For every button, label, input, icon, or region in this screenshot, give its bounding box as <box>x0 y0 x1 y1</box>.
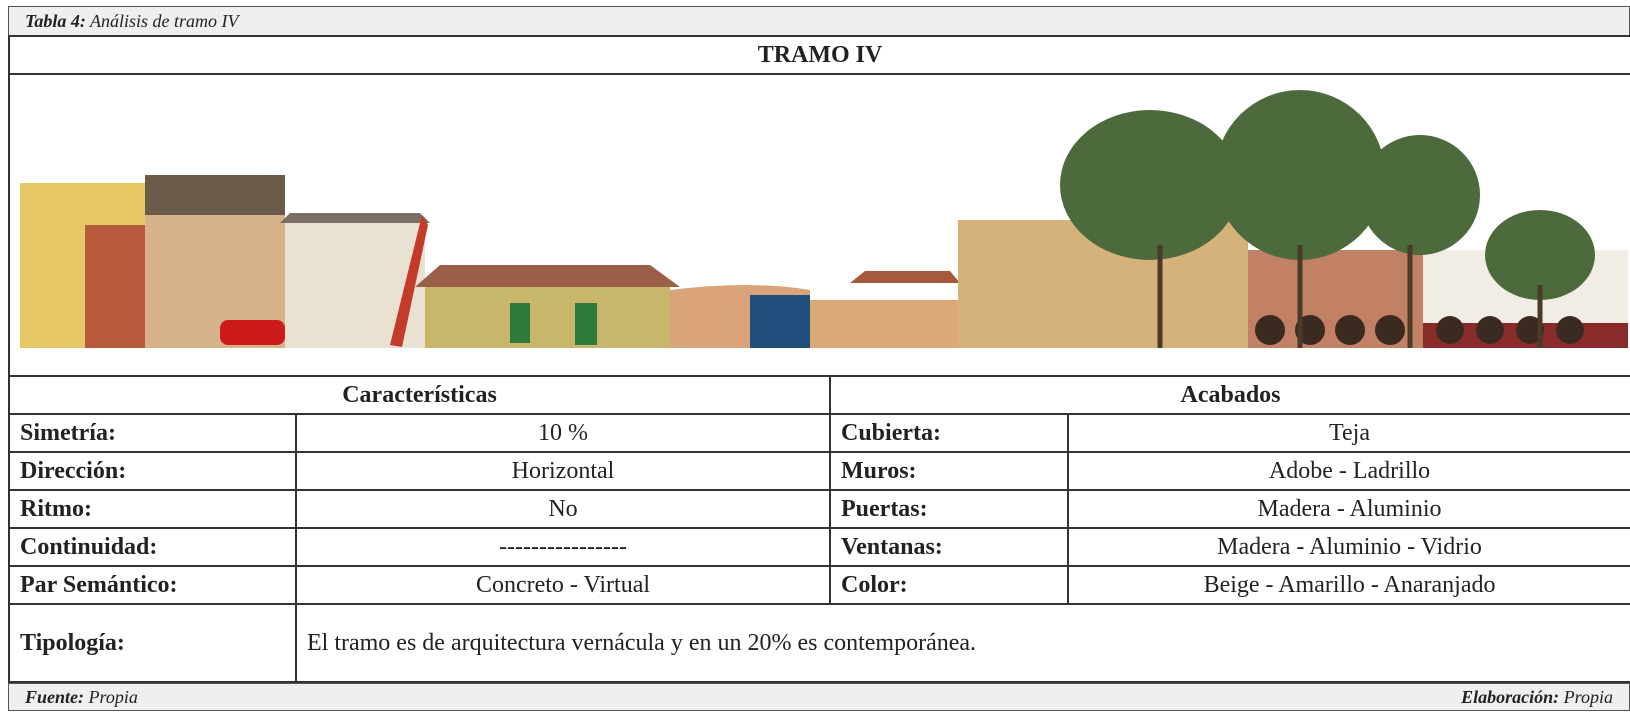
analysis-table: TRAMO IV <box>7 35 1630 683</box>
author-value: Propia <box>1563 687 1613 707</box>
label: Muros: <box>829 451 1069 491</box>
header: Acabados <box>828 375 1630 415</box>
caption-label: Tabla 4: <box>25 11 86 31</box>
caption-text: Análisis de tramo IV <box>90 11 239 31</box>
value: ---------------- <box>295 527 831 567</box>
label: Puertas: <box>829 489 1069 529</box>
photo-cell <box>7 73 1630 377</box>
header: Características <box>8 375 831 415</box>
value: Adobe - Ladrillo <box>1066 451 1630 491</box>
document: Tabla 4: Análisis de tramo IV TRAMO IV <box>7 6 1630 711</box>
source-label: Fuente: <box>25 687 85 707</box>
value: No <box>295 489 831 529</box>
source: Fuente: Propia <box>25 684 138 710</box>
author: Elaboración: Propia <box>1461 684 1613 710</box>
value: 10 % <box>295 413 831 453</box>
value: Madera - Aluminio <box>1066 489 1630 529</box>
label: Color: <box>829 565 1069 605</box>
value: Horizontal <box>295 451 831 491</box>
table-title: TRAMO IV <box>7 35 1630 75</box>
caption: Tabla 4: Análisis de tramo IV <box>8 6 1630 35</box>
rows: Simetría: 10 % Cubierta: Teja Dirección: Hori… <box>8 413 1630 605</box>
footer: Fuente: Propia Elaboración: Propia <box>8 683 1630 711</box>
label: Par Semántico: <box>8 565 297 605</box>
label: Ventanas: <box>829 527 1069 567</box>
street-panorama <box>20 90 1628 348</box>
tipologia-label: Tipología: <box>8 603 297 683</box>
value: Teja <box>1066 413 1630 453</box>
label: Dirección: <box>8 451 297 491</box>
value: Beige - Amarillo - Anaranjado <box>1066 565 1630 605</box>
value: Madera - Aluminio - Vidrio <box>1066 527 1630 567</box>
row: Continuidad: ---------------- Ventanas: Mad… <box>8 527 1630 567</box>
label: Continuidad: <box>8 527 297 567</box>
row: Ritmo: No Puertas: Madera - Aluminio <box>8 489 1630 529</box>
row: Simetría: 10 % Cubierta: Teja <box>8 413 1630 453</box>
label: Ritmo: <box>8 489 297 529</box>
label: Cubierta: <box>829 413 1069 453</box>
value: Concreto - Virtual <box>295 565 831 605</box>
row: Par Semántico: Concreto - Virtual Color: Be… <box>8 565 1630 605</box>
label: Simetría: <box>8 413 297 453</box>
source-value: Propia <box>88 687 138 707</box>
author-label: Elaboración: <box>1461 687 1560 707</box>
row: Dirección: Horizontal Muros: Adobe - Ladril… <box>8 451 1630 491</box>
tipologia-text: El tramo es de arquitectura vernácula y … <box>294 603 1630 683</box>
